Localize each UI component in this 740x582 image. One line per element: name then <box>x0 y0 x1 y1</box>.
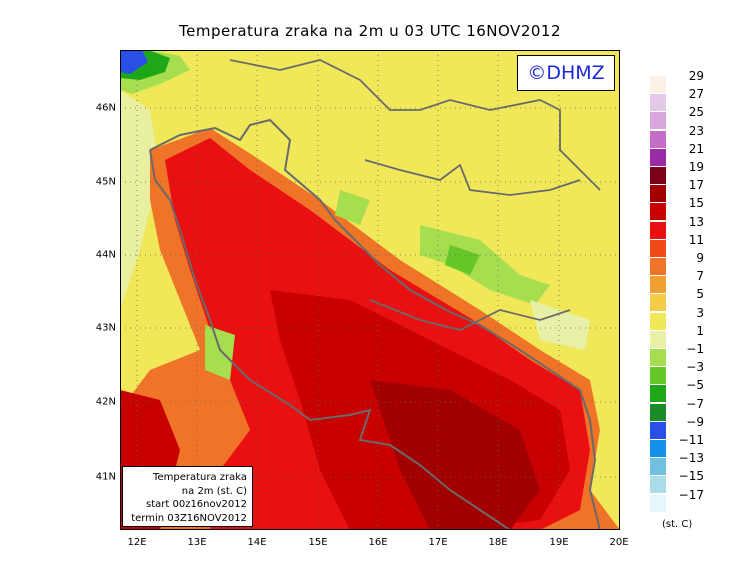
legend-color-box <box>650 130 666 148</box>
legend-label: 23 <box>688 123 704 138</box>
lat-label: 44N <box>95 249 116 261</box>
legend-label: 19 <box>688 160 704 174</box>
legend-color-box <box>650 167 666 184</box>
legend-color-box <box>650 330 666 348</box>
legend-color-box <box>650 203 666 221</box>
legend-label: −7 <box>686 396 704 411</box>
legend-label: −5 <box>686 378 704 393</box>
lon-label: 15E <box>308 537 328 548</box>
lat-label: 45N <box>95 176 116 188</box>
legend-color-box <box>650 258 666 275</box>
legend-color-box <box>650 185 666 203</box>
lon-label: 13E <box>187 537 207 548</box>
legend-label: 9 <box>696 251 704 265</box>
lon-label: 16E <box>368 537 388 548</box>
legend-label: −13 <box>678 451 704 466</box>
info-line: start 00z16nov2012 <box>146 499 247 510</box>
legend-label: 15 <box>688 196 704 211</box>
legend-color-box <box>650 94 666 112</box>
legend-label: −17 <box>678 487 704 502</box>
legend-label: −1 <box>686 342 704 356</box>
legend-color-box <box>650 312 666 330</box>
legend-color-box <box>650 221 666 239</box>
legend-label: 21 <box>688 141 704 156</box>
legend-color-box <box>650 458 666 476</box>
legend-color-box <box>650 421 666 439</box>
info-line: termin 03Z16NOV2012 <box>131 512 247 524</box>
legend-label: 17 <box>688 178 704 193</box>
lat-label: 46N <box>95 102 116 114</box>
legend-label: 27 <box>688 87 704 102</box>
legend-color-box <box>650 112 666 130</box>
legend-label: 3 <box>696 305 704 320</box>
legend-color-box <box>650 239 666 257</box>
legend-color-box <box>650 349 666 366</box>
lon-label: 17E <box>428 537 448 548</box>
legend-color-box <box>650 476 666 494</box>
temperature-map <box>120 50 620 530</box>
lon-label: 18E <box>488 537 508 548</box>
legend-label: 11 <box>688 232 704 247</box>
legend-label: −3 <box>686 360 704 375</box>
legend-label: 7 <box>696 269 704 284</box>
legend-label: −15 <box>678 469 704 484</box>
lat-label: 41N <box>95 471 116 483</box>
lat-label: 42N <box>95 396 116 408</box>
info-line: na 2m (st. C) <box>181 485 247 497</box>
dhmz-logo: ©DHMZ <box>517 55 615 91</box>
legend-units: (st. C) <box>662 519 693 530</box>
legend-color-box <box>650 76 666 93</box>
legend-label: 25 <box>688 105 704 120</box>
info-box: Temperatura zraka na 2m (st. C) start 00… <box>122 466 253 527</box>
map-title: Temperatura zraka na 2m u 03 UTC 16NOV20… <box>178 22 561 40</box>
lon-label: 12E <box>127 537 147 548</box>
legend-color-box <box>650 148 666 166</box>
lon-label: 20E <box>609 537 629 548</box>
lat-label: 43N <box>95 322 116 334</box>
legend-label: 29 <box>688 69 704 83</box>
legend-color-box <box>650 367 666 385</box>
info-line: Temperatura zraka <box>153 472 247 483</box>
lon-label: 14E <box>247 537 267 548</box>
legend-color-box <box>650 494 666 512</box>
legend-color-box <box>650 403 666 421</box>
legend-color-box <box>650 385 666 403</box>
legend-label: −11 <box>678 433 704 447</box>
legend-color-box <box>650 276 666 294</box>
legend-label: 5 <box>696 287 704 302</box>
legend-color-box <box>650 440 666 457</box>
legend-color-box <box>650 294 666 312</box>
lon-label: 19E <box>549 537 569 548</box>
legend-label: 13 <box>688 214 704 229</box>
legend-label: −9 <box>686 414 704 429</box>
legend-label: 1 <box>696 323 704 338</box>
